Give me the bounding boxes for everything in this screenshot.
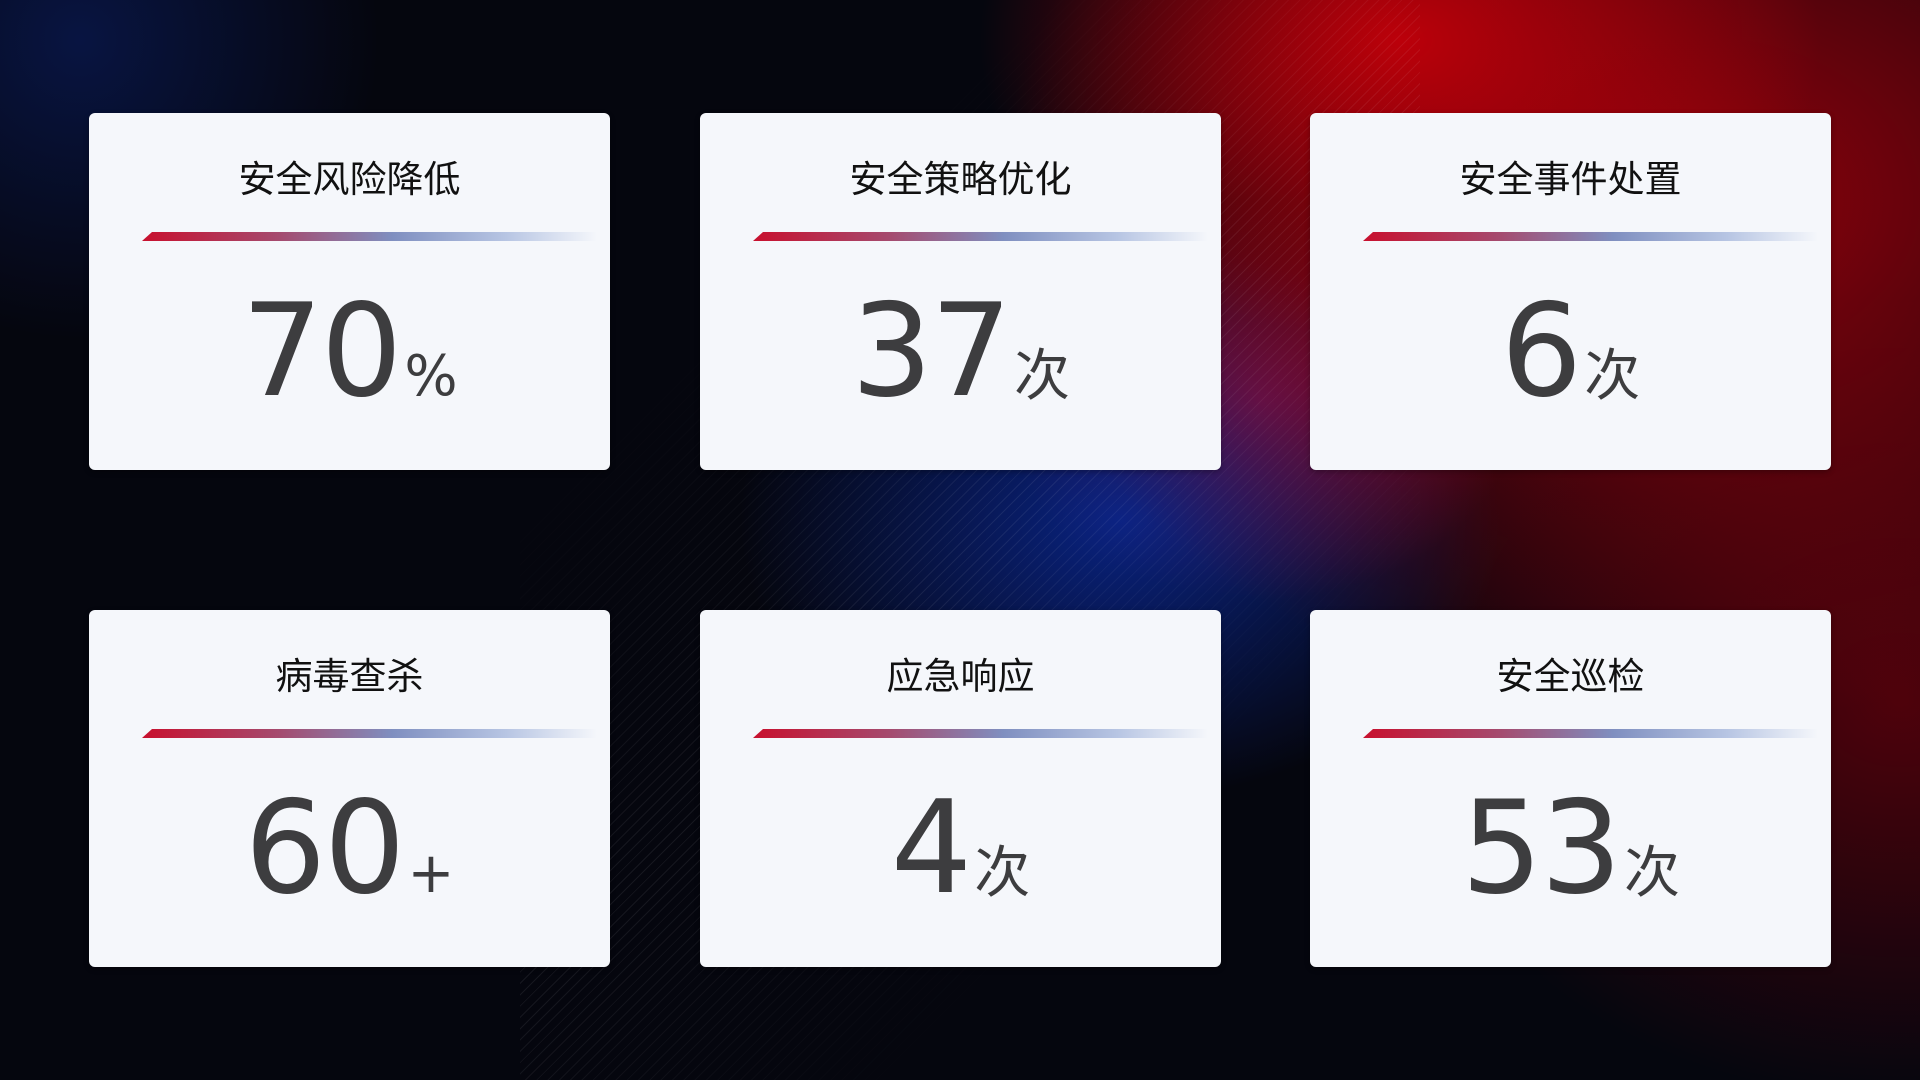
gradient-divider: [142, 232, 597, 241]
gradient-divider: [753, 729, 1208, 738]
stat-card-risk-reduction: 安全风险降低 70%: [89, 113, 610, 470]
value-number: 6: [1500, 277, 1582, 426]
value-number: 60: [244, 774, 406, 923]
value-unit: 次: [974, 841, 1031, 906]
card-title: 安全风险降低: [238, 158, 461, 201]
card-value: 4次: [700, 785, 1221, 913]
stat-card-incident-handling: 安全事件处置 6次: [1310, 113, 1831, 470]
gradient-divider: [142, 729, 597, 738]
value-unit: 次: [1013, 344, 1070, 409]
value-number: 37: [851, 277, 1012, 426]
card-value: 37次: [700, 288, 1221, 416]
card-value: 70%: [89, 288, 610, 416]
value-unit: %: [404, 344, 458, 409]
card-title: 安全巡检: [1496, 655, 1645, 698]
card-value: 53次: [1310, 785, 1831, 913]
value-unit: 次: [1623, 841, 1680, 906]
gradient-divider: [1363, 729, 1818, 738]
value-number: 4: [890, 774, 972, 923]
value-unit: 次: [1584, 344, 1641, 409]
value-number: 70: [241, 277, 402, 426]
gradient-divider: [753, 232, 1208, 241]
stat-card-virus-removal: 病毒查杀 60+: [89, 610, 610, 967]
stat-card-policy-optimization: 安全策略优化 37次: [700, 113, 1221, 470]
card-title: 病毒查杀: [275, 655, 424, 698]
card-title: 应急响应: [886, 655, 1035, 698]
value-unit: +: [407, 841, 455, 906]
value-number: 53: [1461, 774, 1622, 923]
card-value: 60+: [89, 785, 610, 913]
stat-card-emergency-response: 应急响应 4次: [700, 610, 1221, 967]
card-value: 6次: [1310, 288, 1831, 416]
stat-card-security-inspection: 安全巡检 53次: [1310, 610, 1831, 967]
card-title: 安全策略优化: [849, 158, 1072, 201]
card-title: 安全事件处置: [1459, 158, 1682, 201]
gradient-divider: [1363, 232, 1818, 241]
